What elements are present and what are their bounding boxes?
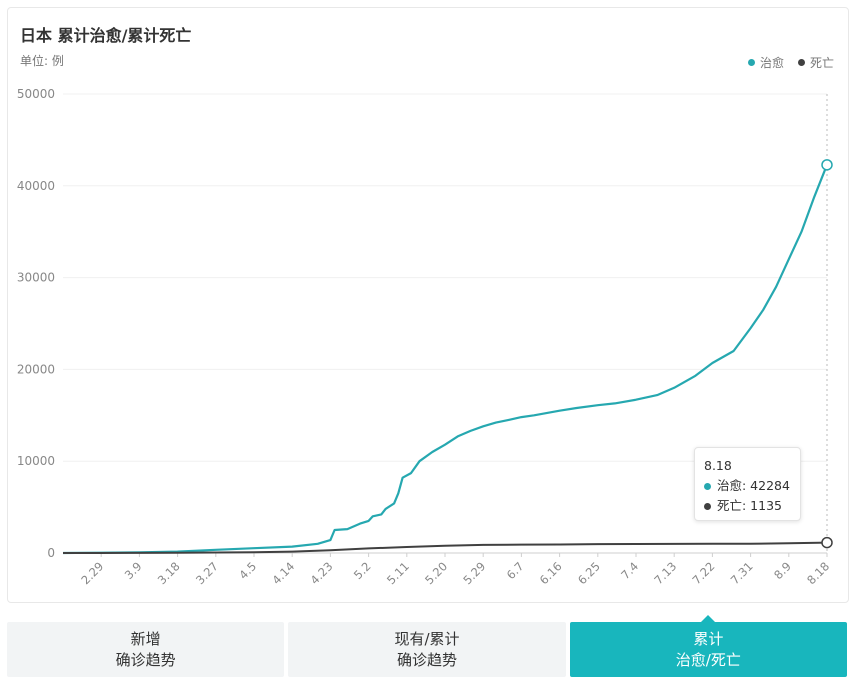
tooltip-cured-text: 治愈: 42284 [717, 478, 790, 493]
x-tick-label: 2.29 [78, 559, 106, 587]
tab-cumulative-cured-death-line2: 治愈/死亡 [675, 650, 741, 669]
tooltip-date: 8.18 [704, 458, 732, 473]
death-line [63, 541, 828, 554]
y-tick-label: 10000 [17, 454, 55, 468]
death-end-marker [821, 536, 833, 549]
legend-death-label: 死亡 [809, 56, 834, 70]
x-tick-label: 5.20 [422, 559, 450, 587]
tab-cumulative-cured-death[interactable]: 累计 治愈/死亡 [569, 622, 847, 677]
tooltip-cured-dot-icon [704, 482, 711, 490]
x-tick-label: 4.14 [269, 559, 297, 587]
x-axis: 2.29 3.9 3.18 3.27 4.5 4.14 4.23 5.2 5.11 5.20 5.2… [78, 553, 832, 587]
x-tick-label: 5.29 [460, 559, 488, 587]
tooltip: 8.18 治愈: 42284 死亡: 1135 [694, 447, 801, 521]
x-tick-label: 6.7 [504, 559, 527, 582]
x-tick-label: 3.18 [155, 559, 183, 587]
x-tick-label: 7.13 [651, 559, 679, 587]
tooltip-row-death: 死亡: 1135 [704, 496, 791, 516]
tab-current-cumulative-line2: 确诊趋势 [396, 650, 457, 669]
x-tick-label: 3.27 [193, 559, 221, 587]
cured-end-marker [821, 159, 833, 171]
x-tick-label: 6.25 [575, 559, 603, 587]
x-tick-label: 4.5 [236, 559, 259, 582]
series-lines [62, 164, 829, 555]
y-tick-label: 30000 [17, 271, 55, 285]
x-tick-label: 5.2 [351, 559, 374, 582]
y-tick-label: 20000 [17, 362, 55, 376]
x-tick-label: 8.9 [771, 559, 794, 582]
legend-item-cured[interactable]: 治愈 [747, 54, 784, 71]
tab-new-confirmed-line1: 新增 [130, 629, 161, 648]
x-tick-label: 5.11 [384, 559, 412, 587]
tooltip-row-cured: 治愈: 42284 [704, 476, 791, 496]
unit-label: 单位: 例 [20, 54, 64, 68]
legend: 治愈 死亡 [747, 54, 834, 71]
cured-line [62, 164, 829, 555]
y-axis: 0 10000 20000 30000 40000 50000 [17, 87, 55, 560]
y-tick-label: 50000 [17, 87, 55, 101]
highlight-markers [821, 94, 833, 553]
tooltip-death-text: 死亡: 1135 [717, 498, 782, 513]
legend-item-death[interactable]: 死亡 [797, 54, 834, 71]
y-tick-label: 40000 [17, 179, 55, 193]
y-tick-label: 0 [47, 546, 55, 560]
tab-new-confirmed[interactable]: 新增 确诊趋势 [7, 622, 285, 677]
tab-current-cumulative-line1: 现有/累计 [394, 629, 460, 648]
x-tick-label: 7.4 [618, 559, 641, 582]
x-tick-label: 7.22 [690, 559, 718, 587]
tooltip-death-dot-icon [704, 502, 711, 510]
tab-cumulative-cured-death-line1: 累计 [693, 629, 724, 648]
x-tick-label: 7.31 [728, 559, 756, 587]
active-tab-pointer [701, 615, 715, 622]
legend-cured-dot-icon [747, 59, 755, 66]
chart-tabs: 新增 确诊趋势 现有/累计 确诊趋势 累计 治愈/死亡 [7, 622, 847, 677]
chart-title: 日本 累计治愈/累计死亡 [20, 26, 192, 45]
legend-death-dot-icon [797, 59, 805, 66]
x-tick-label: 4.23 [308, 559, 336, 587]
x-tick-label: 3.9 [122, 559, 145, 582]
tab-new-confirmed-line2: 确诊趋势 [115, 650, 176, 669]
tab-current-cumulative[interactable]: 现有/累计 确诊趋势 [288, 622, 566, 677]
x-tick-label: 6.16 [537, 559, 565, 587]
x-tick-label: 8.18 [804, 559, 832, 587]
legend-cured-label: 治愈 [759, 56, 784, 70]
